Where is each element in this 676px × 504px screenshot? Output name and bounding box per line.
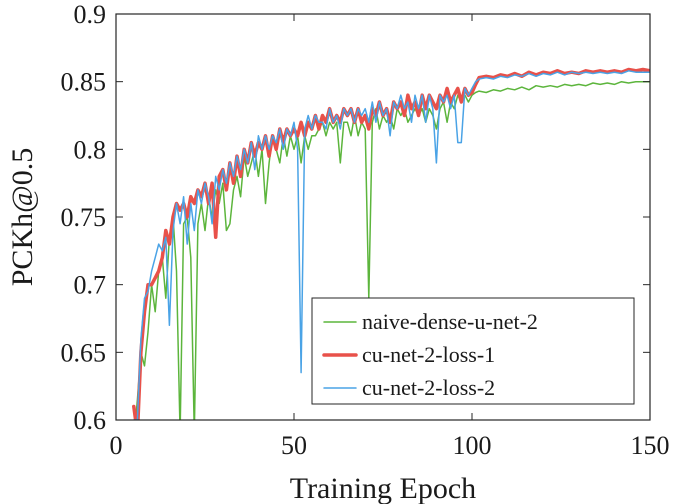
- y-axis-label: PCKh@0.5: [6, 148, 39, 287]
- y-tick-label: 0.7: [74, 271, 107, 300]
- x-tick-label: 0: [110, 431, 123, 460]
- x-tick-label: 50: [281, 431, 307, 460]
- tick-layer: 0 50 100 150 0.6 0.65 0.7 0.75 0.8 0.85 0.9: [61, 0, 670, 460]
- y-tick-label: 0.6: [74, 406, 107, 435]
- x-tick-label: 100: [453, 431, 492, 460]
- y-tick-label: 0.8: [74, 135, 107, 164]
- legend-label-2: cu-net-2-loss-2: [362, 375, 495, 400]
- y-tick-label: 0.85: [61, 68, 107, 97]
- legend: naive-dense-u-net-2 cu-net-2-loss-1 cu-net…: [311, 297, 635, 405]
- series-layer: [132, 67, 650, 420]
- x-tick-label: 150: [631, 431, 670, 460]
- legend-box: [311, 297, 635, 405]
- series-line-2: [133, 70, 650, 420]
- y-tick-label: 0.9: [74, 0, 107, 29]
- legend-label-1: cu-net-2-loss-1: [362, 342, 495, 367]
- y-tick-label: 0.75: [61, 203, 107, 232]
- y-tick-label: 0.65: [61, 338, 107, 367]
- series-line-0: [134, 80, 650, 420]
- legend-label-0: naive-dense-u-net-2: [362, 309, 538, 334]
- x-axis-label: Training Epoch: [290, 472, 476, 504]
